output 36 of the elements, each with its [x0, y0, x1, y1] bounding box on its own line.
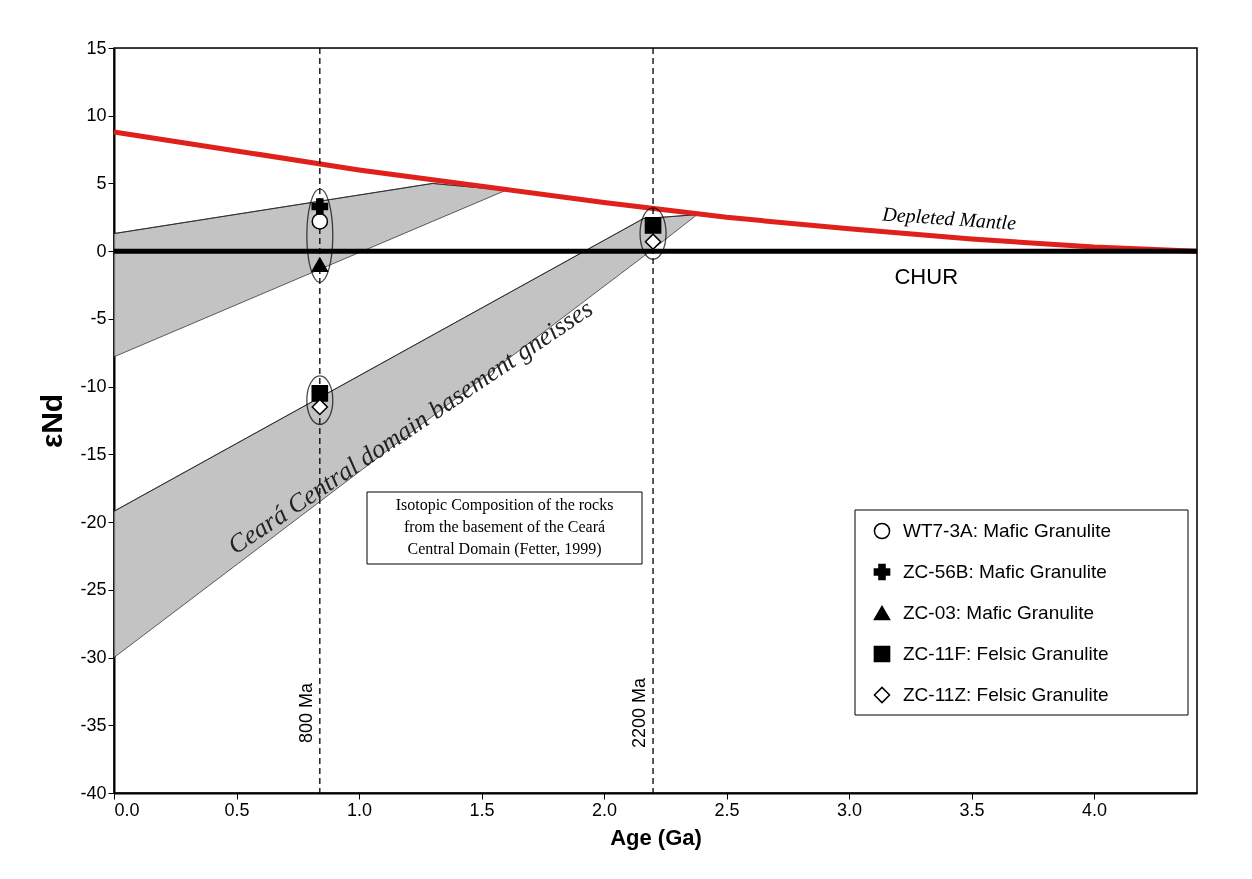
y-tick-label: 5 — [96, 172, 107, 193]
point — [311, 198, 329, 215]
x-tick-label: 4.0 — [1082, 799, 1108, 820]
y-tick-label: 15 — [86, 37, 107, 58]
x-axis-title: Age (Ga) — [610, 824, 702, 850]
y-tick-label: -20 — [80, 511, 107, 532]
series-label: CHUR — [894, 264, 959, 290]
y-tick-label: -40 — [80, 782, 107, 803]
legend-label: ZC-56B: Mafic Granulite — [903, 561, 1107, 582]
y-tick-label: -15 — [80, 443, 107, 464]
y-tick-label: 10 — [86, 105, 107, 126]
x-tick-label: 1.5 — [469, 799, 495, 820]
x-tick-label: 0.0 — [114, 799, 140, 820]
point — [311, 257, 329, 273]
x-tick-label: 2.5 — [714, 799, 740, 820]
point — [311, 213, 329, 230]
y-tick-label: -25 — [80, 579, 107, 600]
y-tick-label: -10 — [80, 376, 107, 397]
x-tick-label: 2.0 — [592, 799, 618, 820]
y-tick-label: 0 — [96, 240, 107, 261]
legend-label: ZC-11Z: Felsic Granulite — [903, 684, 1109, 705]
y-axis-title: εNd — [35, 393, 69, 449]
annotation: Isotopic Composition of the rocks from the basement of the Ceará Central Domain (Fetter, 1999) — [395, 496, 614, 558]
x-tick-label: 3.5 — [959, 799, 985, 820]
ref-line-label: 800 Ma — [295, 682, 316, 744]
ref-line-label: 2200 Ma — [629, 676, 650, 749]
y-tick-label: -5 — [90, 308, 107, 329]
y-tick-label: -30 — [80, 647, 107, 668]
legend-label: ZC-11F: Felsic Granulite — [903, 643, 1109, 664]
x-tick-label: 0.5 — [224, 799, 250, 820]
legend-label: WT7-3A: Mafic Granulite — [903, 520, 1111, 541]
y-tick-label: -35 — [80, 714, 107, 735]
x-tick-label: 1.0 — [347, 799, 373, 820]
legend-label: ZC-03: Mafic Granulite — [903, 602, 1095, 623]
series-label: Depleted Mantle — [880, 202, 1017, 235]
x-tick-label: 3.0 — [837, 799, 863, 820]
